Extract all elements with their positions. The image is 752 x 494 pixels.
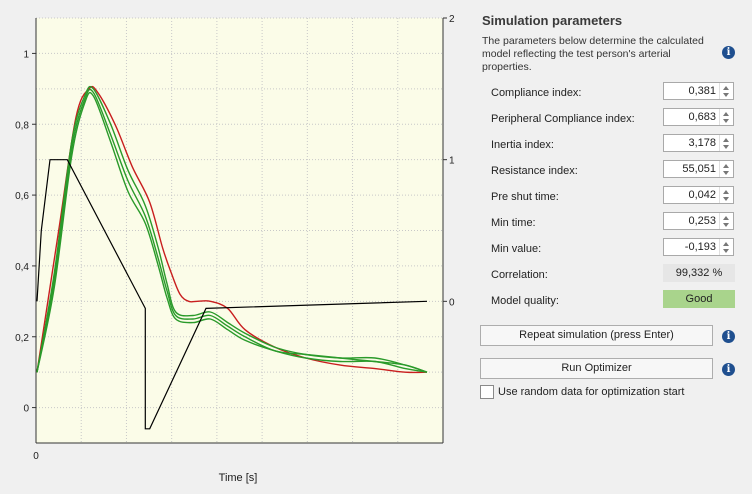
x-tick-label: 0 bbox=[33, 451, 39, 462]
chart-panel: 0 0,2 0,4 0,6 0,8 1 0 1 2 0 Time [s] bbox=[15, 14, 455, 484]
spin-down-icon[interactable] bbox=[723, 249, 729, 253]
pre-shut-time-stepper[interactable] bbox=[663, 186, 734, 204]
spin-up-icon[interactable] bbox=[723, 138, 729, 142]
spin-arrows[interactable] bbox=[719, 109, 733, 125]
spin-arrows[interactable] bbox=[719, 187, 733, 203]
chart-grid bbox=[35, 17, 444, 444]
spin-down-icon[interactable] bbox=[723, 145, 729, 149]
peripheral-compliance-index-label: Peripheral Compliance index: bbox=[491, 113, 635, 125]
x-axis-label: Time [s] bbox=[218, 472, 258, 484]
run-optimizer-button[interactable]: Run Optimizer bbox=[480, 358, 713, 379]
left-tick-label: 0,4 bbox=[15, 262, 29, 273]
random-data-label: Use random data for optimization start bbox=[498, 386, 685, 398]
spin-up-icon[interactable] bbox=[723, 190, 729, 194]
measured-series-line bbox=[36, 91, 428, 373]
resistance-index-input[interactable] bbox=[664, 161, 720, 177]
spin-arrows[interactable] bbox=[719, 135, 733, 151]
compliance-index-stepper[interactable] bbox=[663, 82, 734, 100]
spin-up-icon[interactable] bbox=[723, 242, 729, 246]
chart-series bbox=[36, 85, 428, 430]
info-icon[interactable]: i bbox=[722, 330, 735, 343]
waveform-chart: 0 0,2 0,4 0,6 0,8 1 0 1 2 0 bbox=[15, 14, 455, 462]
min-value-label: Min value: bbox=[491, 243, 542, 255]
compliance-index-input[interactable] bbox=[664, 83, 720, 99]
spin-arrows[interactable] bbox=[719, 161, 733, 177]
measured-series-line bbox=[36, 88, 428, 373]
pre-shut-time-label: Pre shut time: bbox=[491, 191, 559, 203]
spin-up-icon[interactable] bbox=[723, 86, 729, 90]
spin-arrows[interactable] bbox=[719, 83, 733, 99]
left-tick-label: 0 bbox=[23, 404, 29, 415]
spin-down-icon[interactable] bbox=[723, 171, 729, 175]
peripheral-compliance-index-stepper[interactable] bbox=[663, 108, 734, 126]
chart-ticks: 0 0,2 0,4 0,6 0,8 1 0 1 2 0 bbox=[15, 14, 455, 462]
min-time-input[interactable] bbox=[664, 213, 720, 229]
right-tick-label: 0 bbox=[449, 297, 455, 308]
model-quality-label: Model quality: bbox=[491, 295, 559, 307]
left-tick-label: 1 bbox=[23, 49, 29, 60]
correlation-value: 99,332 % bbox=[663, 264, 735, 282]
resistance-index-stepper[interactable] bbox=[663, 160, 734, 178]
min-value-stepper[interactable] bbox=[663, 238, 734, 256]
random-data-checkbox[interactable] bbox=[480, 385, 494, 399]
repeat-simulation-button[interactable]: Repeat simulation (press Enter) bbox=[480, 325, 713, 346]
model-quality-badge: Good bbox=[663, 290, 735, 308]
resistance-index-label: Resistance index: bbox=[491, 165, 578, 177]
spin-down-icon[interactable] bbox=[723, 119, 729, 123]
inertia-index-input[interactable] bbox=[664, 135, 720, 151]
inertia-index-stepper[interactable] bbox=[663, 134, 734, 152]
info-icon[interactable]: i bbox=[722, 46, 735, 59]
spin-up-icon[interactable] bbox=[723, 216, 729, 220]
right-tick-label: 1 bbox=[449, 156, 455, 167]
spin-down-icon[interactable] bbox=[723, 197, 729, 201]
simulated-series-line bbox=[36, 85, 428, 374]
spin-arrows[interactable] bbox=[719, 239, 733, 255]
spin-down-icon[interactable] bbox=[723, 223, 729, 227]
pulse-series-line bbox=[36, 159, 428, 430]
left-tick-label: 0,6 bbox=[15, 191, 29, 202]
compliance-index-label: Compliance index: bbox=[491, 87, 582, 99]
peripheral-compliance-index-input[interactable] bbox=[664, 109, 720, 125]
left-tick-label: 0,8 bbox=[15, 120, 29, 131]
spin-down-icon[interactable] bbox=[723, 93, 729, 97]
left-tick-label: 0,2 bbox=[15, 333, 29, 344]
panel-title: Simulation parameters bbox=[482, 13, 623, 28]
spin-arrows[interactable] bbox=[719, 213, 733, 229]
pre-shut-time-input[interactable] bbox=[664, 187, 720, 203]
simulation-parameters-panel: Simulation parameters The parameters bel… bbox=[470, 0, 752, 494]
min-time-stepper[interactable] bbox=[663, 212, 734, 230]
inertia-index-label: Inertia index: bbox=[491, 139, 554, 151]
panel-description: The parameters below determine the calcu… bbox=[482, 35, 704, 73]
min-time-label: Min time: bbox=[491, 217, 536, 229]
spin-up-icon[interactable] bbox=[723, 164, 729, 168]
correlation-label: Correlation: bbox=[491, 269, 548, 281]
info-icon[interactable]: i bbox=[722, 363, 735, 376]
spin-up-icon[interactable] bbox=[723, 112, 729, 116]
right-tick-label: 2 bbox=[449, 14, 455, 25]
min-value-input[interactable] bbox=[664, 239, 720, 255]
